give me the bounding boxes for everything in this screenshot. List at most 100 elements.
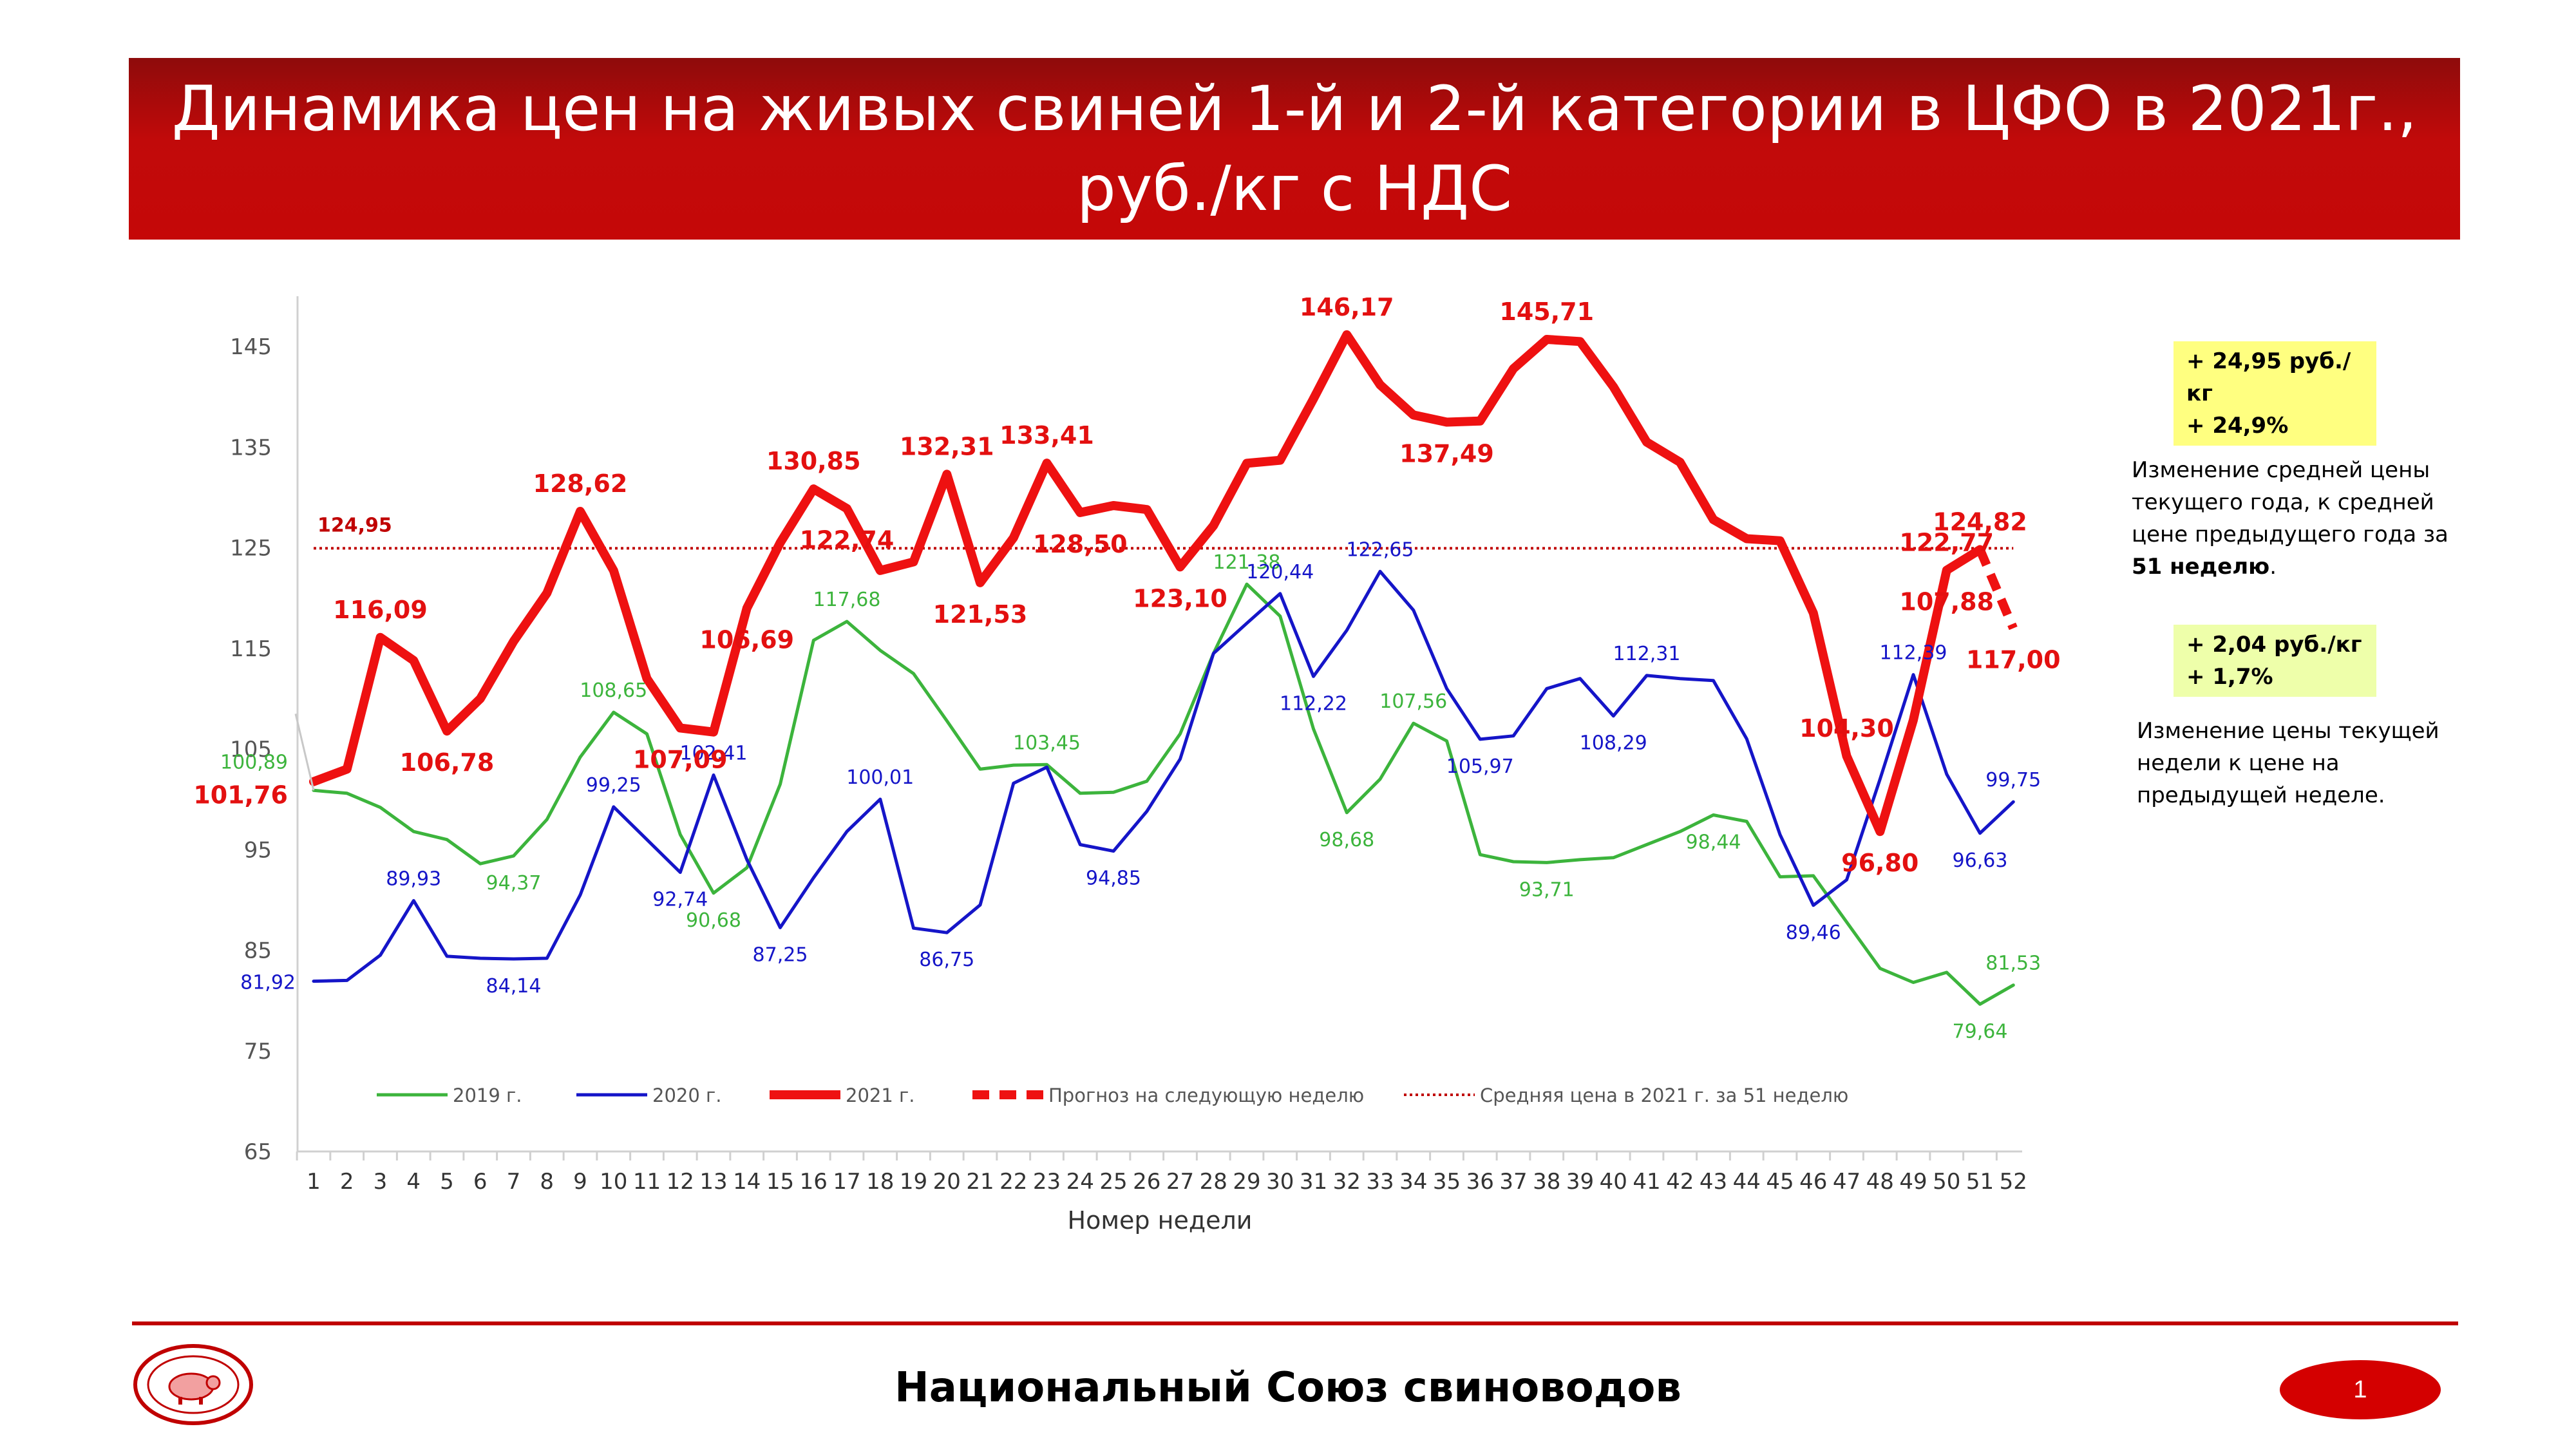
data-label: 108,65 [580, 679, 647, 702]
x-tick-label: 17 [833, 1169, 860, 1195]
x-tick-label: 20 [933, 1169, 961, 1195]
series-line-2021 [309, 330, 1985, 837]
y-tick-label: 65 [244, 1139, 272, 1165]
yearly-change-box: + 24,95 руб./кг + 24,9% [2174, 341, 2376, 446]
x-tick-label: 16 [800, 1169, 828, 1195]
data-label: 117,68 [813, 589, 881, 611]
data-label: 112,31 [1613, 643, 1681, 665]
note2-line3: предыдущей неделе. [2137, 782, 2385, 808]
data-label: 99,25 [586, 774, 641, 797]
x-tick-label: 47 [1833, 1169, 1861, 1195]
x-tick-label: 34 [1399, 1169, 1427, 1195]
data-label: 93,71 [1519, 878, 1575, 901]
data-label: 145,71 [1499, 298, 1594, 326]
x-tick-label: 39 [1566, 1169, 1594, 1195]
data-label: 121,53 [933, 600, 1028, 629]
weekly-change-note: Изменение цены текущей недели к цене на … [2137, 715, 2472, 811]
x-tick-label: 18 [866, 1169, 894, 1195]
data-label: 79,64 [1953, 1020, 2008, 1043]
x-tick-label: 4 [406, 1169, 421, 1195]
x-tick-label: 9 [573, 1169, 587, 1195]
x-tick-label: 50 [1933, 1169, 1960, 1195]
data-label: 87,25 [753, 943, 808, 966]
footer-divider [132, 1321, 2458, 1325]
data-label: 121,38 [1213, 551, 1281, 574]
data-label: 128,62 [533, 469, 628, 498]
x-tick-label: 5 [440, 1169, 454, 1195]
x-tick-label: 43 [1700, 1169, 1727, 1195]
data-label: 133,41 [999, 421, 1094, 450]
x-tick-label: 11 [633, 1169, 661, 1195]
x-tick-label: 15 [766, 1169, 794, 1195]
x-tick-label: 36 [1466, 1169, 1494, 1195]
data-label: 124,82 [1933, 507, 2027, 536]
x-tick-label: 21 [966, 1169, 994, 1195]
note1-line3: цене предыдущего года за [2132, 522, 2448, 547]
chart-title-line-1: Динамика цен на живых свиней 1-й и 2-й к… [171, 73, 2418, 145]
y-tick-label: 125 [230, 536, 272, 562]
data-label: 94,37 [486, 872, 542, 895]
data-label: 108,29 [1580, 732, 1647, 755]
x-tick-label: 27 [1166, 1169, 1194, 1195]
data-label: 117,00 [1966, 646, 2061, 674]
x-tick-label: 44 [1733, 1169, 1761, 1195]
data-label: 112,22 [1280, 692, 1347, 715]
data-label: 120,44 [1246, 561, 1314, 583]
yearly-change-pct: + 24,9% [2186, 413, 2289, 439]
data-label: 99,75 [1985, 769, 2041, 791]
data-label: 128,50 [1033, 530, 1128, 558]
series-line-2020 [312, 569, 2015, 983]
x-tick-label: 6 [473, 1169, 488, 1195]
x-tick-label: 41 [1633, 1169, 1660, 1195]
data-label: 146,17 [1300, 293, 1394, 321]
note1-rest: . [2269, 554, 2277, 580]
data-label: 96,63 [1953, 849, 2008, 872]
x-tick-label: 26 [1133, 1169, 1160, 1195]
x-tick-label: 49 [1899, 1169, 1927, 1195]
x-tick-label: 14 [733, 1169, 761, 1195]
data-label: 100,01 [846, 766, 914, 789]
x-tick-label: 12 [667, 1169, 694, 1195]
x-tick-label: 24 [1066, 1169, 1094, 1195]
x-tick-label: 8 [540, 1169, 554, 1195]
note2-line1: Изменение цены текущей [2137, 718, 2439, 744]
x-tick-label: 40 [1600, 1169, 1627, 1195]
organization-logo [133, 1344, 253, 1425]
x-tick-label: 37 [1499, 1169, 1527, 1195]
chart-title-line-2: руб./кг с НДС [1076, 153, 1513, 225]
x-tick-label: 19 [900, 1169, 927, 1195]
legend-label: Средняя цена в 2021 г. за 51 неделю [1480, 1084, 1848, 1106]
legend-label: 2021 г. [846, 1084, 914, 1106]
data-label: 107,56 [1379, 690, 1447, 713]
data-label: 101,76 [193, 781, 288, 810]
data-label: 81,53 [1985, 952, 2041, 975]
data-label: 105,97 [1446, 755, 1514, 778]
data-label: 89,93 [386, 868, 441, 891]
note1-line4: 51 неделю. [2132, 551, 2467, 583]
x-tick-label: 7 [507, 1169, 521, 1195]
yearly-change-note: Изменение средней цены текущего года, к … [2132, 454, 2467, 583]
x-tick-label: 33 [1366, 1169, 1394, 1195]
x-tick-label: 29 [1233, 1169, 1260, 1195]
legend-label: 2019 г. [453, 1084, 522, 1106]
y-tick-label: 105 [230, 737, 272, 762]
data-label: 103,45 [1013, 732, 1081, 754]
y-tick-label: 145 [230, 334, 272, 360]
label-leader-line [294, 714, 315, 791]
x-tick-label: 28 [1200, 1169, 1227, 1195]
data-label: 90,68 [686, 909, 741, 932]
data-label: 98,44 [1686, 831, 1741, 854]
weekly-change-rub: + 2,04 руб./кг [2186, 632, 2362, 658]
x-tick-label: 38 [1533, 1169, 1560, 1195]
x-tick-label: 23 [1033, 1169, 1061, 1195]
data-label: 124,95 [317, 514, 392, 536]
data-label: 81,92 [240, 972, 296, 994]
x-tick-label: 46 [1799, 1169, 1827, 1195]
note1-line1: Изменение средней цены [2132, 457, 2430, 483]
x-tick-label: 51 [1966, 1169, 1994, 1195]
x-tick-label: 25 [1099, 1169, 1127, 1195]
note1-bold: 51 неделю [2132, 554, 2270, 580]
note1-line2: текущего года, к средней [2132, 489, 2434, 515]
legend-label: Прогноз на следующую неделю [1048, 1084, 1364, 1106]
